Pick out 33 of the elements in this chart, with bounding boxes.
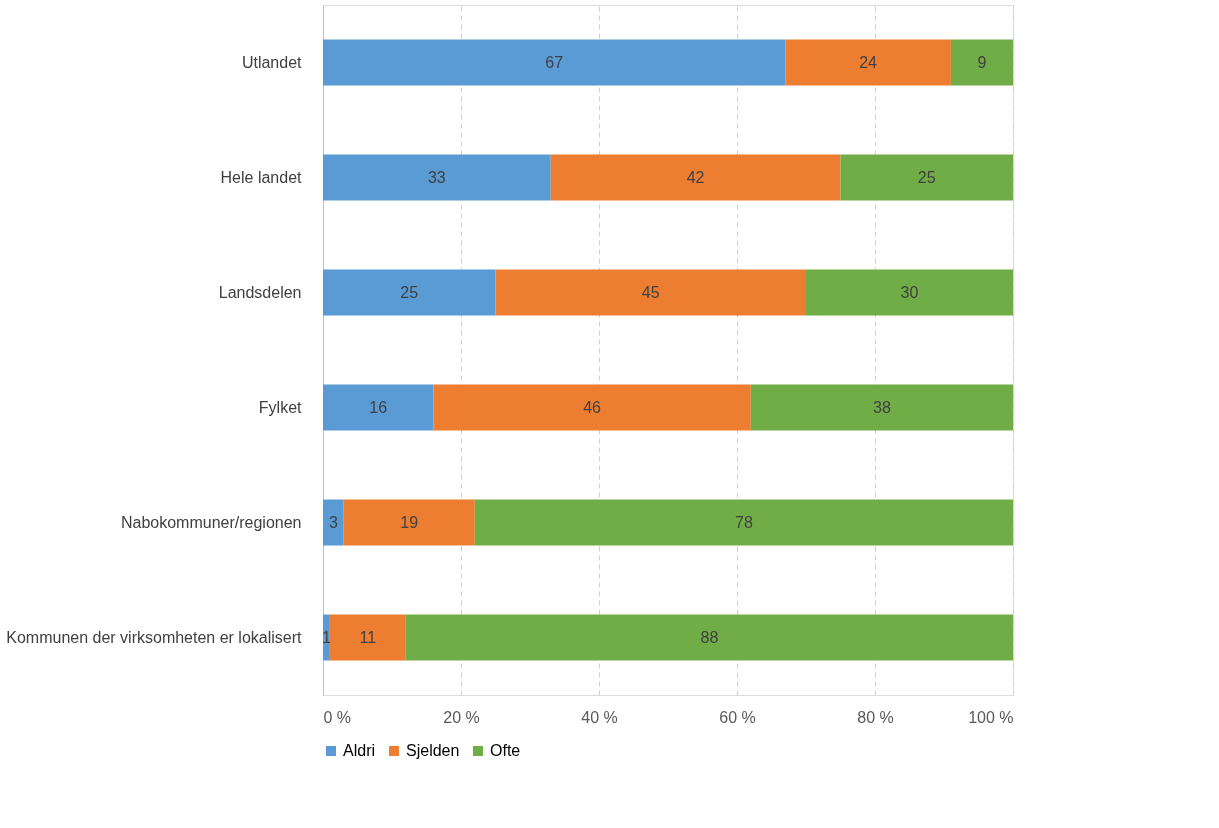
y-tick-label: Kommunen der virksomheten er lokalisert [6, 628, 303, 646]
legend-label: Ofte [490, 742, 521, 759]
data-label: 19 [400, 513, 419, 531]
x-tick-label: 60 % [719, 708, 756, 726]
data-label: 67 [545, 53, 564, 71]
legend-label: Sjelden [406, 742, 460, 759]
data-label: 42 [686, 168, 705, 186]
data-label: 88 [700, 628, 719, 646]
x-tick-label: 0 % [323, 708, 352, 726]
data-label: 46 [583, 398, 602, 416]
y-tick-label: Fylket [258, 398, 303, 416]
data-label: 33 [427, 168, 446, 186]
y-tick-label: Nabokommuner/regionen [120, 513, 302, 531]
x-tick-label: 100 % [968, 708, 1014, 726]
y-tick-label: Hele landet [220, 168, 303, 186]
data-label: 38 [873, 398, 891, 416]
data-label: 30 [900, 283, 919, 301]
legend-label: Aldri [343, 742, 376, 759]
x-tick-label: 20 % [443, 708, 480, 726]
data-label: 3 [328, 513, 338, 531]
data-label: 45 [641, 283, 660, 301]
data-label: 25 [400, 283, 419, 301]
x-tick-label: 40 % [581, 708, 618, 726]
data-label: 16 [369, 398, 388, 416]
data-label: 24 [859, 53, 878, 71]
x-tick-label: 80 % [857, 708, 894, 726]
data-label: 1 [322, 628, 331, 646]
data-label: 11 [359, 628, 377, 646]
data-label: 9 [977, 53, 987, 71]
y-tick-label: Utlandet [241, 53, 303, 71]
y-tick-label: Landsdelen [218, 283, 302, 301]
data-label: 78 [735, 513, 753, 531]
data-label: 25 [917, 168, 936, 186]
